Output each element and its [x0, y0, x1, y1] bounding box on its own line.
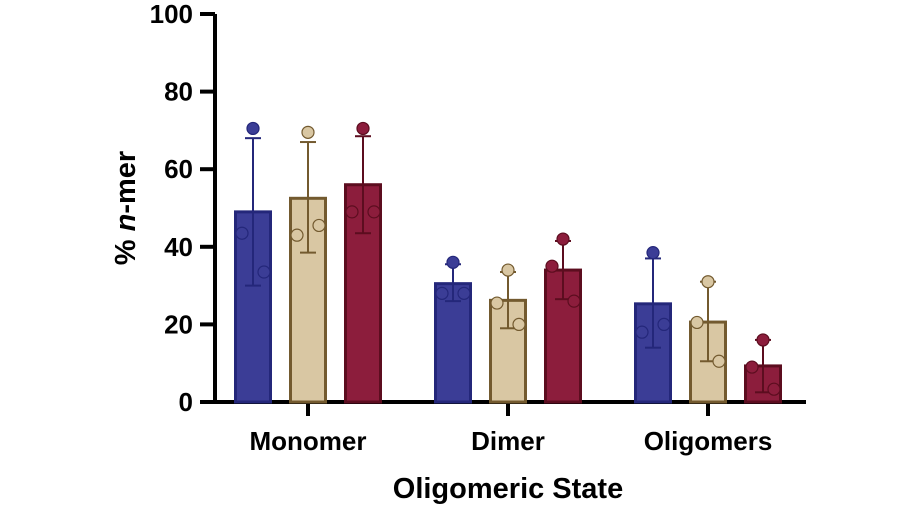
y-tick-label: 0	[179, 387, 193, 417]
data-point	[657, 317, 671, 331]
data-point	[446, 255, 460, 269]
data-point	[712, 354, 726, 368]
data-point	[545, 259, 559, 273]
x-axis-title: Oligomeric State	[393, 473, 623, 505]
data-point	[512, 317, 526, 331]
data-point	[345, 205, 359, 219]
y-tick-label: 100	[150, 0, 193, 29]
data-point	[767, 382, 781, 396]
x-tick-label: Dimer	[471, 426, 545, 456]
data-point	[501, 263, 515, 277]
data-point	[556, 232, 570, 246]
x-ticks: Monomer Dimer Oligomers	[250, 402, 773, 456]
data-point	[745, 360, 759, 374]
x-tick-label: Oligomers	[644, 426, 773, 456]
error-bars	[245, 135, 771, 394]
data-point	[235, 226, 249, 240]
data-point	[435, 286, 449, 300]
data-point	[490, 296, 504, 310]
data-point	[356, 121, 370, 136]
data-point	[635, 325, 649, 339]
y-ticks: 0 20 40 60 80 100	[150, 0, 215, 417]
x-tick-label: Monomer	[250, 426, 367, 456]
bar	[434, 282, 472, 404]
data-point	[567, 294, 581, 308]
y-axis-title: % n-mer	[110, 151, 142, 265]
y-tick-label: 40	[164, 232, 193, 262]
data-point	[756, 333, 770, 347]
data-point	[312, 218, 326, 233]
data-point	[367, 205, 381, 219]
y-axis: 0 20 40 60 80 100	[150, 0, 217, 417]
y-tick-label: 20	[164, 309, 193, 339]
data-point	[701, 275, 715, 289]
y-tick-label: 80	[164, 77, 193, 107]
x-axis: Monomer Dimer Oligomers	[213, 400, 806, 456]
data-point	[246, 121, 260, 136]
data-point	[690, 315, 704, 330]
data-point	[257, 265, 271, 279]
y-tick-label: 60	[164, 154, 193, 184]
data-point	[457, 286, 471, 300]
bars	[234, 183, 782, 404]
data-point	[290, 228, 304, 242]
data-point	[646, 246, 660, 260]
data-points	[235, 121, 781, 396]
data-point	[301, 125, 315, 139]
